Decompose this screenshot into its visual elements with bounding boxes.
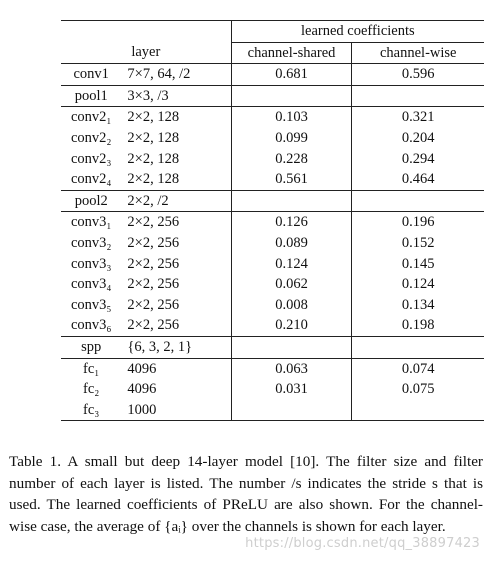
layer-name-cell: conv2₂ [70,130,112,147]
filter-spec-cell: 2×2, /2 [121,189,232,212]
layer-name-cell: conv3₁ [61,211,122,233]
table-row: fc₂ 4096 0.031 0.075 [61,379,484,400]
filter-spec-cell: {6, 3, 2, 1} [121,335,232,358]
channel-shared-cell: 0.124 [231,253,353,275]
filter-spec-cell: 2×2, 256 [121,315,232,337]
filter-spec-cell: 2×2, 256 [121,253,232,275]
layer-name-cell: conv3₄ [70,276,112,293]
filter-spec-cell: 2×2, 256 [121,232,232,254]
channel-shared-cell [231,399,353,422]
channel-shared-cell: 0.210 [231,315,353,337]
channel-wise-cell: 0.074 [351,357,484,380]
channel-wise-cell [351,84,484,107]
group-header-learned-coefficients: learned coefficients [231,20,484,43]
table-row: pool2 2×2, /2 [61,189,484,212]
filter-spec-cell: 2×2, 128 [121,127,232,149]
channel-wise-cell: 0.596 [351,63,484,86]
channel-wise-cell: 0.134 [401,296,435,313]
table-row: conv3₆ 2×2, 256 0.210 0.198 [61,315,484,337]
channel-wise-cell: 0.196 [351,211,484,233]
table-row: conv3₅ 2×2, 256 0.008 0.134 [61,294,484,316]
channel-shared-cell: 0.099 [231,127,353,149]
channel-shared-cell: 0.126 [231,211,353,233]
channel-wise-cell: 0.152 [401,234,435,251]
table-row: conv3₃ 2×2, 256 0.124 0.145 [61,253,484,275]
channel-wise-cell [351,189,484,212]
channel-wise-cell: 0.294 [401,150,435,167]
channel-shared-cell [231,189,353,212]
layer-name-cell: conv2₁ [61,106,122,128]
layer-name-cell: conv2₄ [70,171,112,188]
channel-shared-cell: 0.228 [231,148,353,170]
col-header-channel-shared: channel-shared [231,41,353,64]
coefficients-table: learned coefficients layer channel-share… [61,20,484,422]
table-row: conv3₂ 2×2, 256 0.089 0.152 [61,232,484,254]
channel-shared-cell [231,84,353,107]
filter-spec-cell: 2×2, 128 [121,106,232,128]
layer-name-cell: fc₃ [61,399,122,422]
table-header-group-row: learned coefficients [61,20,484,43]
filter-spec-cell: 2×2, 256 [121,294,232,316]
channel-shared-cell: 0.063 [231,357,353,380]
filter-spec-cell: 2×2, 256 [121,274,232,295]
table-row: spp {6, 3, 2, 1} [61,335,484,358]
layer-name-cell: pool2 [61,189,122,212]
filter-spec-cell: 4096 [121,379,232,400]
filter-spec-cell: 2×2, 128 [121,169,232,191]
col-header-layer: layer [61,42,232,64]
layer-name-cell: pool1 [61,84,122,107]
channel-wise-cell: 0.145 [401,255,435,272]
channel-shared-cell: 0.561 [231,169,353,191]
channel-wise-cell: 0.198 [401,317,435,334]
table-row: conv2₃ 2×2, 128 0.228 0.294 [61,148,484,170]
channel-shared-cell [231,335,353,358]
channel-wise-cell: 0.075 [401,381,435,398]
channel-wise-cell: 0.124 [401,276,435,293]
layer-name-cell: spp [61,335,122,358]
layer-name-cell: conv3₃ [70,255,112,272]
layer-name-cell: fc₂ [83,381,100,398]
channel-wise-cell [351,399,484,422]
table-row: conv2₂ 2×2, 128 0.099 0.204 [61,127,484,149]
table-row: conv3₁ 2×2, 256 0.126 0.196 [61,211,484,233]
col-header-channel-wise: channel-wise [351,41,484,64]
filter-spec-cell: 7×7, 64, /2 [121,63,232,86]
channel-wise-cell [351,335,484,358]
table-row: conv2₁ 2×2, 128 0.103 0.321 [61,106,484,128]
channel-shared-cell: 0.681 [231,63,353,86]
filter-spec-cell: 2×2, 256 [121,211,232,233]
channel-wise-cell: 0.204 [401,130,435,147]
layer-name-cell: fc₁ [61,357,122,380]
layer-name-cell: conv1 [61,63,122,86]
channel-shared-cell: 0.031 [231,379,353,400]
channel-wise-cell: 0.321 [351,106,484,128]
table-header-row: layer channel-shared channel-wise [61,41,484,64]
layer-name-cell: conv3₆ [70,317,112,334]
channel-shared-cell: 0.103 [231,106,353,128]
filter-spec-cell: 2×2, 128 [121,148,232,170]
layer-name-cell: conv2₃ [70,150,112,167]
table-caption: Table 1. A small but deep 14-layer model… [9,453,483,535]
channel-wise-cell: 0.464 [401,171,435,188]
table-row: fc₃ 1000 [61,399,484,422]
channel-shared-cell: 0.089 [231,232,353,254]
filter-spec-cell: 1000 [121,399,232,422]
table-row: conv2₄ 2×2, 128 0.561 0.464 [61,169,484,191]
layer-name-cell: conv3₂ [70,234,112,251]
filter-spec-cell: 3×3, /3 [121,84,232,107]
channel-shared-cell: 0.008 [231,294,353,316]
table-row: conv3₄ 2×2, 256 0.062 0.124 [61,274,484,295]
filter-spec-cell: 4096 [121,357,232,380]
table-row: conv1 7×7, 64, /2 0.681 0.596 [61,63,484,86]
table-row: fc₁ 4096 0.063 0.074 [61,357,484,380]
table-row: pool1 3×3, /3 [61,84,484,107]
channel-shared-cell: 0.062 [231,274,353,295]
watermark-url: https://blog.csdn.net/qq_38897423 [245,536,480,551]
layer-name-cell: conv3₅ [70,296,112,313]
